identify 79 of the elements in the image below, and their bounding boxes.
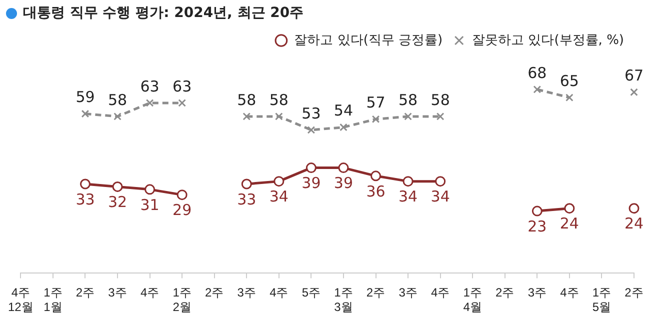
point xyxy=(81,110,90,118)
x-tick-label: 2주 xyxy=(76,286,95,300)
point xyxy=(564,203,575,214)
data-label: 53 xyxy=(302,104,321,122)
point xyxy=(338,162,349,174)
data-label: 24 xyxy=(624,214,644,233)
point xyxy=(144,184,156,195)
data-label: 63 xyxy=(172,77,192,96)
data-label: 58 xyxy=(269,90,288,109)
point xyxy=(114,112,122,120)
data-label: 68 xyxy=(528,64,547,82)
data-label: 58 xyxy=(398,90,418,109)
point xyxy=(242,112,251,120)
point xyxy=(176,190,188,200)
data-label: 32 xyxy=(108,193,128,212)
x-tick-label: 2주 xyxy=(366,286,386,300)
data-label: 58 xyxy=(237,90,256,109)
data-label: 23 xyxy=(528,217,547,236)
data-label: 57 xyxy=(366,94,386,112)
x-tick-label: 4주 12월 xyxy=(8,286,34,314)
legend-label: 잘하고 있다(직무 긍정률) xyxy=(294,32,443,48)
data-label: 31 xyxy=(140,196,160,214)
x-tick-label: 1주 4월 xyxy=(463,286,482,314)
legend-label: 잘못하고 있다(부정률, %) xyxy=(472,32,624,48)
data-label: 59 xyxy=(76,88,95,106)
data-label: 39 xyxy=(334,174,354,192)
data-label: 34 xyxy=(430,188,450,206)
x-tick-label: 1주 2월 xyxy=(172,286,192,314)
point xyxy=(404,112,412,120)
x-tick-label: 2주 xyxy=(205,286,224,300)
point xyxy=(533,86,542,94)
point xyxy=(241,178,252,190)
x-tick-label: 2주 xyxy=(624,286,644,300)
data-label: 33 xyxy=(76,190,95,208)
data-label: 34 xyxy=(398,188,418,206)
chart-title: 대통령 직무 수행 평가: 2024년, 최근 20주 xyxy=(23,4,304,22)
data-label: 34 xyxy=(269,188,288,206)
x-tick-label: 3주 xyxy=(398,286,418,300)
x-tick-label: 3주 xyxy=(237,286,256,300)
point xyxy=(370,170,382,182)
data-label: 24 xyxy=(560,214,579,233)
data-label: 29 xyxy=(172,201,192,220)
data-label: 39 xyxy=(302,174,321,192)
point xyxy=(630,88,638,96)
point xyxy=(372,115,380,124)
data-label: 67 xyxy=(624,66,644,85)
x-tick-label: 1주 3월 xyxy=(334,286,353,314)
x-tick-label: 4주 xyxy=(430,286,450,300)
data-label: 58 xyxy=(108,90,128,109)
x-tick-label: 4주 xyxy=(270,286,288,300)
data-label: 58 xyxy=(430,90,450,109)
point xyxy=(628,203,640,214)
x-tick-label: 1주 5월 xyxy=(592,286,612,314)
point xyxy=(274,112,283,120)
data-label: 63 xyxy=(140,77,160,96)
point xyxy=(532,206,542,216)
data-label: 54 xyxy=(334,102,354,120)
x-tick-label: 5주 xyxy=(302,286,321,300)
point xyxy=(112,181,123,192)
x-tick-label: 4주 xyxy=(140,286,160,300)
x-tick-label: 3주 xyxy=(528,286,547,300)
point xyxy=(436,112,444,120)
x-tick-label: 2주 xyxy=(496,286,514,300)
x-tick-label: 1주 1월 xyxy=(44,286,62,314)
data-label: 36 xyxy=(366,182,386,200)
point xyxy=(340,123,348,132)
point xyxy=(178,99,186,107)
point xyxy=(306,162,316,174)
point xyxy=(307,126,316,134)
point xyxy=(80,178,90,190)
point xyxy=(274,176,284,187)
data-label: 33 xyxy=(237,190,256,208)
point xyxy=(435,176,446,187)
data-label: 65 xyxy=(560,72,579,90)
x-tick-label: 3주 xyxy=(108,286,127,300)
point xyxy=(566,94,574,102)
x-tick-label: 4주 xyxy=(560,286,579,300)
point xyxy=(146,99,154,107)
point xyxy=(402,176,414,187)
